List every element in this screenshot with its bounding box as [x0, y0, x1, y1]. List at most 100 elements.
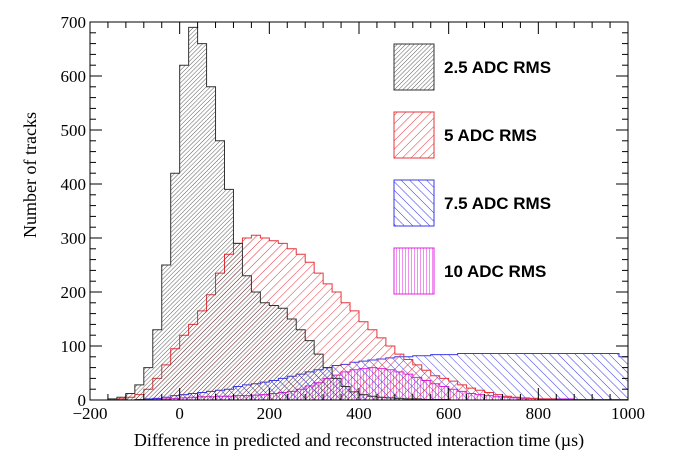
bin-2-5-adc-rms	[394, 398, 404, 400]
bin-5-adc-rms	[412, 364, 422, 400]
bin-5-adc-rms	[394, 354, 404, 400]
bin-2-5-adc-rms	[376, 397, 386, 400]
x-tick-label: 800	[526, 404, 552, 423]
bin-5-adc-rms	[448, 381, 458, 400]
bin-5-adc-rms	[385, 346, 395, 400]
y-axis-title: Number of tracks	[20, 112, 40, 238]
x-tick-label: −200	[72, 404, 107, 423]
bin-7-5-adc-rms	[538, 353, 548, 400]
bin-7-5-adc-rms	[601, 353, 611, 400]
x-tick-label: 200	[257, 404, 283, 423]
bin-5-adc-rms	[323, 283, 333, 400]
y-tick-label: 600	[61, 67, 87, 86]
bin-2-5-adc-rms	[170, 173, 180, 400]
bin-2-5-adc-rms	[116, 397, 126, 400]
bin-5-adc-rms	[538, 398, 548, 400]
bin-5-adc-rms	[350, 310, 359, 400]
ticks-layer: −200 0 200 400 600 800 10000100200300400500600…	[61, 13, 646, 423]
bin-7-5-adc-rms	[466, 353, 476, 400]
bin-5-adc-rms	[314, 273, 324, 400]
bin-2-5-adc-rms	[143, 367, 153, 400]
x-tick-label: 0	[175, 404, 184, 423]
bin-5-adc-rms	[439, 378, 449, 400]
bin-2-5-adc-rms	[161, 265, 171, 400]
legend-label-10-adc: 10 ADC RMS	[444, 262, 546, 281]
legend-entry-2-5-adc: 2.5 ADC RMS	[393, 43, 551, 91]
bin-2-5-adc-rms	[188, 27, 198, 400]
legend-entry-7-5-adc: 7.5 ADC RMS	[393, 179, 551, 227]
bin-5-adc-rms	[421, 370, 431, 400]
bin-2-5-adc-rms	[350, 391, 359, 400]
bin-2-5-adc-rms	[323, 367, 333, 400]
bin-5-adc-rms	[547, 398, 557, 400]
bin-7-5-adc-rms	[574, 353, 584, 400]
bin-7-5-adc-rms	[547, 353, 557, 400]
bin-2-5-adc-rms	[296, 329, 306, 400]
x-tick-label: 400	[346, 404, 372, 423]
bin-7-5-adc-rms	[565, 353, 575, 400]
bin-5-adc-rms	[332, 292, 342, 400]
y-tick-label: 200	[61, 283, 87, 302]
bin-2-5-adc-rms	[224, 189, 234, 400]
legend-label-7-5-adc: 7.5 ADC RMS	[444, 194, 551, 213]
x-axis-title: Difference in predicted and reconstructe…	[134, 430, 584, 451]
bin-5-adc-rms	[520, 397, 530, 400]
bin-5-adc-rms	[367, 329, 377, 400]
bin-5-adc-rms	[511, 397, 521, 400]
bin-2-5-adc-rms	[206, 86, 216, 400]
bin-7-5-adc-rms	[556, 353, 566, 400]
y-tick-label: 700	[61, 13, 87, 32]
bin-7-5-adc-rms	[592, 353, 602, 400]
legend: 2.5 ADC RMS 5 ADC RMS 7.5 ADC RMS 10 ADC…	[393, 43, 551, 295]
bin-2-5-adc-rms	[197, 43, 207, 400]
bin-2-5-adc-rms	[341, 386, 351, 400]
bin-5-adc-rms	[475, 390, 485, 400]
bin-5-adc-rms	[493, 394, 503, 400]
bin-5-adc-rms	[484, 392, 494, 400]
legend-swatch-7-5-adc	[393, 179, 435, 227]
bin-2-5-adc-rms	[314, 354, 324, 400]
y-tick-label: 500	[61, 121, 87, 140]
bin-5-adc-rms	[296, 254, 306, 400]
outline-2-5-adc-rms	[90, 26, 628, 400]
bin-2-5-adc-rms	[269, 305, 279, 400]
bin-2-5-adc-rms	[278, 308, 288, 400]
bin-2-5-adc-rms	[215, 140, 225, 400]
x-tick-label: 600	[436, 404, 462, 423]
legend-label-2-5-adc: 2.5 ADC RMS	[444, 58, 551, 77]
bin-5-adc-rms	[502, 396, 512, 400]
bin-7-5-adc-rms	[484, 353, 494, 400]
legend-entry-5-adc: 5 ADC RMS	[393, 111, 537, 159]
bin-2-5-adc-rms	[412, 398, 422, 400]
bin-7-5-adc-rms	[439, 354, 449, 400]
bin-2-5-adc-rms	[125, 393, 135, 400]
legend-swatch-10-adc	[393, 247, 435, 295]
bin-2-5-adc-rms	[287, 319, 297, 400]
series-2-5-adc-rms	[90, 26, 628, 400]
bin-7-5-adc-rms	[610, 353, 620, 400]
y-tick-label: 100	[61, 337, 87, 356]
bin-7-5-adc-rms	[511, 353, 521, 400]
bin-2-5-adc-rms	[242, 275, 252, 400]
bin-7-5-adc-rms	[493, 353, 503, 400]
bin-2-5-adc-rms	[134, 384, 144, 400]
bin-2-5-adc-rms	[152, 329, 162, 400]
bin-2-5-adc-rms	[251, 292, 261, 400]
legend-swatch-5-adc	[393, 111, 435, 159]
bin-7-5-adc-rms	[529, 353, 539, 400]
bin-2-5-adc-rms	[305, 340, 315, 400]
bin-5-adc-rms	[430, 375, 440, 400]
bin-7-5-adc-rms	[502, 353, 512, 400]
bin-2-5-adc-rms	[107, 398, 117, 400]
bin-5-adc-rms	[305, 262, 315, 400]
bin-7-5-adc-rms	[457, 353, 467, 400]
bin-2-5-adc-rms	[332, 378, 342, 400]
bin-5-adc-rms	[403, 359, 413, 400]
legend-swatch-2-5-adc	[393, 43, 435, 91]
bin-7-5-adc-rms	[475, 353, 485, 400]
series-layer	[90, 26, 628, 400]
bin-7-5-adc-rms	[448, 354, 458, 400]
bin-2-5-adc-rms	[260, 302, 270, 400]
bin-5-adc-rms	[466, 388, 476, 400]
